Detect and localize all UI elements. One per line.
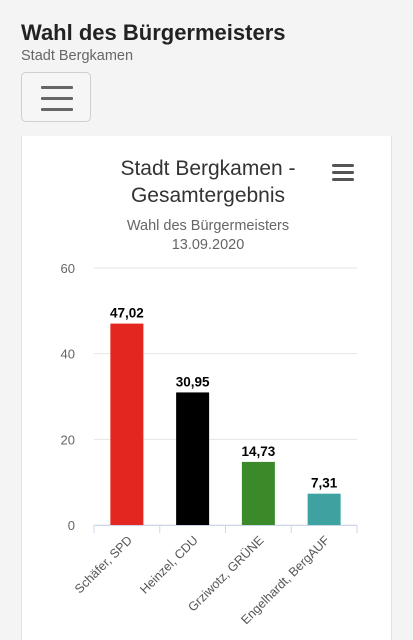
bar bbox=[176, 392, 210, 525]
menu-line-icon bbox=[41, 108, 73, 111]
x-tick-label: Heinzel, CDU bbox=[137, 533, 200, 596]
data-label: 14,73 bbox=[241, 444, 275, 459]
bar-chart: Stadt Bergkamen - Gesamtergebnis Wahl des … bbox=[61, 157, 358, 627]
page-subtitle: Stadt Bergkamen bbox=[21, 48, 134, 64]
page-header: Wahl des Bürgermeisters Stadt Bergkamen bbox=[0, 0, 413, 136]
page-title: Wahl des Bürgermeisters bbox=[21, 20, 286, 45]
data-label: 47,02 bbox=[110, 306, 144, 321]
chart-title: Gesamtergebnis bbox=[131, 184, 285, 207]
data-label: 30,95 bbox=[176, 374, 210, 389]
bar bbox=[241, 461, 275, 525]
y-tick-label: 20 bbox=[61, 432, 75, 447]
data-label: 7,31 bbox=[311, 476, 338, 491]
y-tick-label: 60 bbox=[61, 261, 75, 276]
chart-subtitle: Wahl des Bürgermeisters bbox=[127, 218, 289, 234]
x-tick-label: Schäfer, SPD bbox=[72, 533, 135, 596]
menu-line-icon bbox=[41, 86, 73, 89]
y-tick-label: 40 bbox=[61, 347, 75, 362]
chart-subtitle: 13.09.2020 bbox=[172, 237, 245, 253]
chart-context-menu-icon[interactable] bbox=[332, 164, 356, 182]
chart-card: Stadt Bergkamen - Gesamtergebnis Wahl des … bbox=[21, 136, 392, 640]
bar bbox=[307, 493, 341, 525]
y-tick-label: 0 bbox=[68, 518, 75, 533]
menu-line-icon bbox=[41, 97, 73, 100]
bar bbox=[110, 323, 144, 525]
hamburger-menu-button[interactable] bbox=[21, 72, 91, 122]
chart-title: Stadt Bergkamen - bbox=[120, 157, 295, 180]
